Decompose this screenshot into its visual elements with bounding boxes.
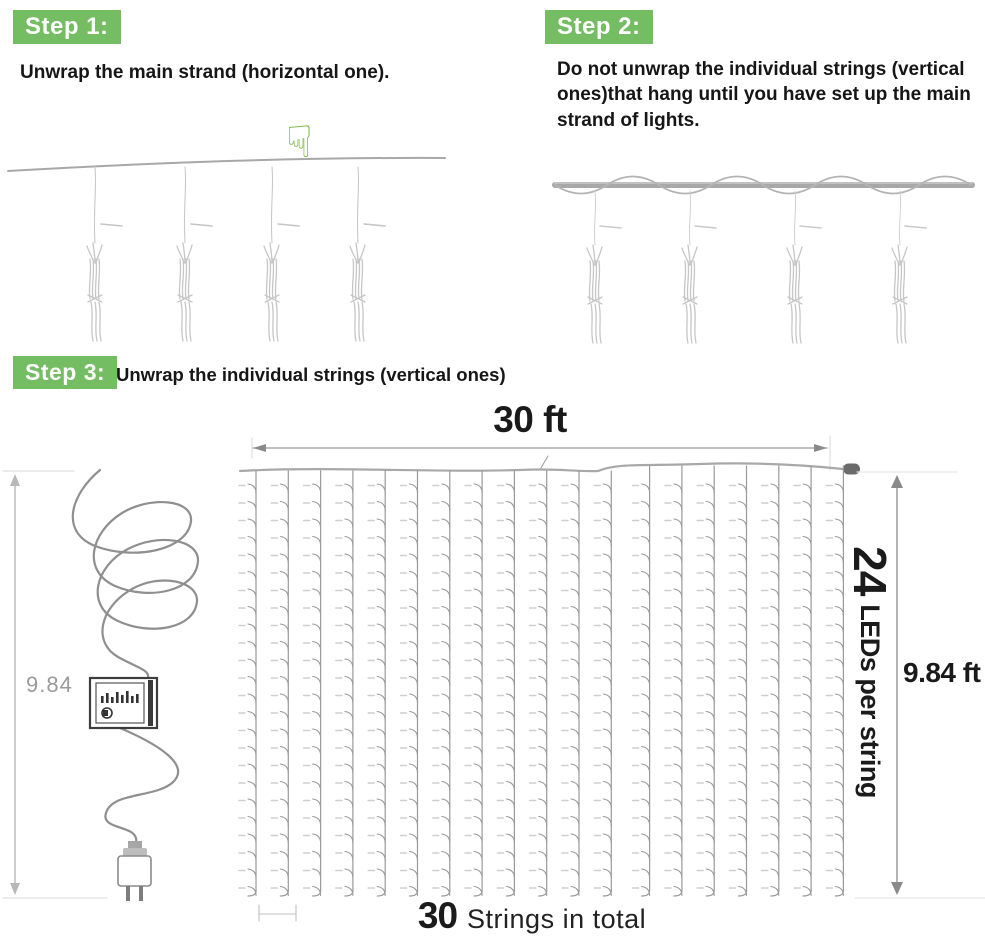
string-column xyxy=(728,465,748,897)
string-column xyxy=(270,470,289,897)
leds-count: 24 xyxy=(844,546,896,596)
step3-badge: Step 3: xyxy=(13,356,118,389)
string-column xyxy=(238,470,257,897)
string-column xyxy=(496,470,516,897)
step3-description: Unwrap the individual strings (vertical … xyxy=(116,364,506,385)
curtain-diagram xyxy=(2,435,985,922)
string-column xyxy=(561,470,580,897)
strings-total-label: 30 Strings in total xyxy=(322,895,742,937)
string-column xyxy=(367,470,386,897)
string-column xyxy=(825,465,845,897)
hand-pointing-down-icon: ☟ xyxy=(286,117,313,168)
strand-end-connector xyxy=(843,463,860,475)
string-column xyxy=(528,470,548,897)
step1-illustration xyxy=(7,156,446,342)
power-plug xyxy=(117,841,152,901)
step1-description: Unwrap the main strand (horizontal one). xyxy=(20,62,390,83)
string-column xyxy=(593,470,612,897)
string-column xyxy=(793,465,812,897)
curtain-top-strand xyxy=(238,462,860,475)
width-dimension-arrow xyxy=(251,435,831,471)
height-dimension-arrow xyxy=(854,471,985,899)
string-column xyxy=(302,470,322,897)
string-column xyxy=(464,470,483,897)
string-column xyxy=(399,470,419,897)
step2-illustration xyxy=(552,175,975,344)
strings-total-count: 30 xyxy=(417,895,458,936)
string-column xyxy=(335,470,354,897)
string-column xyxy=(696,465,715,897)
string-spacing-bracket xyxy=(258,904,297,922)
wrapped-strand-art xyxy=(552,175,975,344)
step1-badge: Step 1: xyxy=(13,10,121,44)
cord-drop-label: 9.84 xyxy=(26,672,73,697)
width-dimension-label: 30 ft xyxy=(493,399,567,440)
string-column xyxy=(761,465,780,897)
strings-total-unit: Strings in total xyxy=(467,904,647,934)
controller-box xyxy=(88,676,159,730)
string-column xyxy=(432,470,451,897)
string-column xyxy=(631,465,651,897)
step2-description: Do not unwrap the individual strings (ve… xyxy=(557,59,971,131)
power-cord xyxy=(71,468,200,845)
curtain-grid xyxy=(238,465,845,897)
string-column xyxy=(664,465,683,897)
leds-count-unit: LEDs per string xyxy=(855,604,886,798)
height-dimension-label: 9.84 ft xyxy=(903,657,981,688)
main-strand-art xyxy=(7,156,446,342)
cord-drop-arrow xyxy=(2,470,108,899)
step2-badge: Step 2: xyxy=(545,10,653,44)
leds-per-string-label: 24 LEDs per string xyxy=(844,542,896,802)
